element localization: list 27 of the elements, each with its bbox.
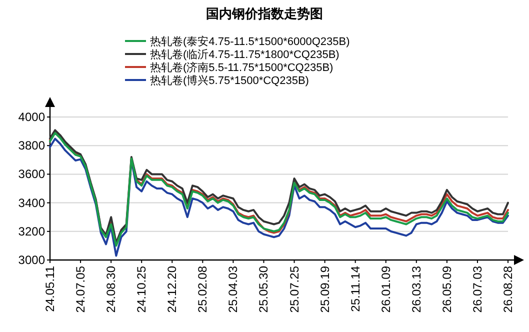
x-tick-label: 26.01.09 (378, 266, 393, 313)
x-tick-label: 25.09.19 (318, 266, 332, 313)
x-tick-label: 24.07.05 (74, 266, 88, 313)
x-tick-label: 26.08.28 (501, 266, 515, 313)
y-tick-label: 3400 (18, 196, 46, 210)
y-tick-label: 4000 (18, 110, 46, 124)
x-tick-label: 24.10.25 (134, 266, 149, 313)
x-tick-label: 25.04.03 (226, 266, 240, 313)
x-tick-label: 26.07.03 (470, 266, 484, 313)
x-tick-label: 25.02.08 (196, 266, 210, 313)
y-tick-label: 3000 (18, 253, 46, 267)
x-tick-label: 25.05.30 (256, 266, 271, 313)
x-tick-label: 25.07.25 (287, 266, 302, 313)
x-tick-label: 26.03.13 (409, 266, 424, 313)
legend-label: 热轧卷(博兴5.75*1500*CQ235B) (150, 74, 309, 87)
chart-title: 国内钢价指数走势图 (206, 6, 323, 21)
legend-label: 热轧卷(临沂4.75-11.75*1800*CQ235B) (150, 48, 340, 61)
x-tick-label: 25.11.14 (348, 266, 362, 312)
legend-label: 热轧卷(泰安4.75-11.5*1500*6000Q235B) (150, 35, 350, 48)
x-tick-label: 24.08.30 (104, 266, 118, 313)
x-tick-label: 26.05.09 (440, 266, 454, 313)
legend-label: 热轧卷(济南5.5-11.75*1500*CQ235B) (150, 61, 334, 74)
y-tick-label: 3600 (18, 167, 46, 182)
y-tick-label: 3200 (18, 224, 46, 238)
x-tick-label: 24.05.11 (43, 266, 57, 312)
x-tick-label: 24.12.20 (165, 266, 180, 313)
y-tick-label: 3800 (18, 138, 46, 153)
